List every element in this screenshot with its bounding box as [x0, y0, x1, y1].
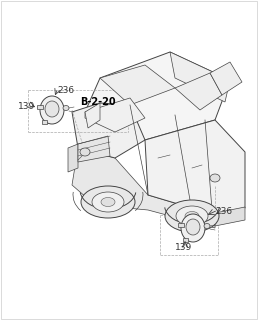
Polygon shape	[100, 65, 175, 105]
Ellipse shape	[81, 186, 135, 218]
Polygon shape	[72, 148, 215, 228]
Ellipse shape	[181, 214, 205, 242]
Ellipse shape	[185, 212, 199, 220]
Polygon shape	[72, 103, 145, 158]
Polygon shape	[170, 52, 230, 102]
Polygon shape	[85, 98, 145, 132]
Bar	[37, 105, 43, 109]
Ellipse shape	[80, 148, 90, 156]
Text: 236: 236	[215, 207, 232, 216]
Polygon shape	[175, 73, 222, 110]
Ellipse shape	[40, 96, 64, 124]
Text: B-2-20: B-2-20	[80, 97, 116, 107]
Ellipse shape	[204, 223, 210, 228]
Ellipse shape	[165, 200, 219, 232]
Polygon shape	[85, 52, 230, 140]
Ellipse shape	[176, 206, 208, 226]
Text: 236: 236	[57, 86, 74, 95]
Ellipse shape	[45, 101, 59, 117]
Ellipse shape	[63, 106, 69, 110]
Text: 139: 139	[18, 102, 35, 111]
Bar	[183, 238, 188, 242]
Polygon shape	[78, 136, 110, 162]
Ellipse shape	[186, 219, 200, 235]
Polygon shape	[210, 62, 242, 95]
Polygon shape	[145, 120, 245, 215]
Ellipse shape	[92, 192, 124, 212]
Polygon shape	[215, 207, 245, 226]
Ellipse shape	[210, 174, 220, 182]
Polygon shape	[68, 144, 78, 172]
Bar	[178, 223, 184, 227]
Polygon shape	[85, 103, 100, 128]
Bar	[42, 120, 47, 124]
Text: 139: 139	[175, 243, 192, 252]
Ellipse shape	[101, 197, 115, 206]
